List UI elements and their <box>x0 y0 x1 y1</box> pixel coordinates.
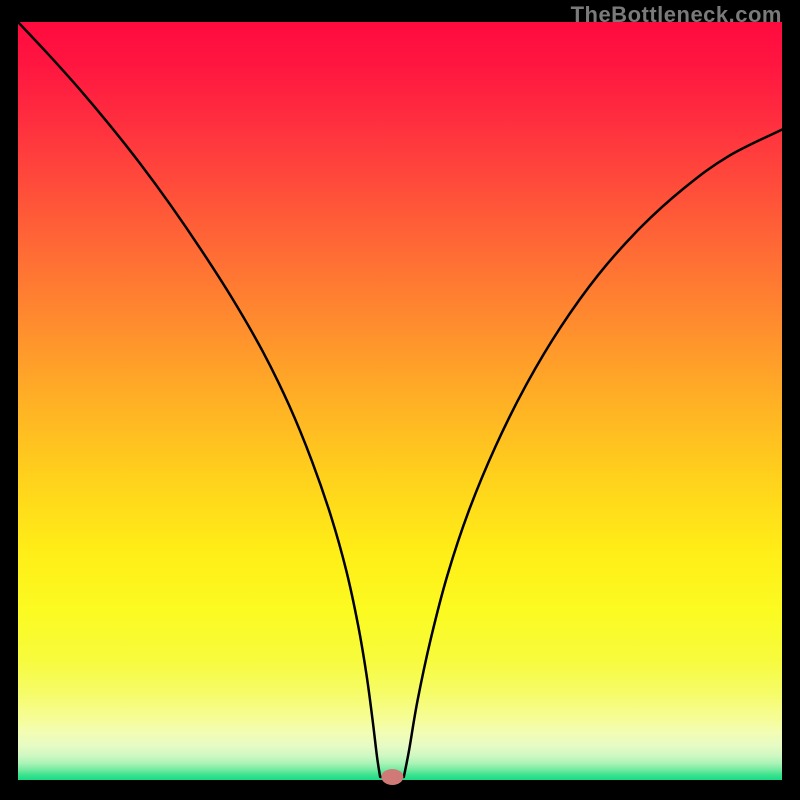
watermark-text: TheBottleneck.com <box>571 2 782 28</box>
gradient-background <box>18 22 782 780</box>
optimal-point-marker <box>381 769 403 785</box>
bottleneck-chart <box>0 0 800 800</box>
